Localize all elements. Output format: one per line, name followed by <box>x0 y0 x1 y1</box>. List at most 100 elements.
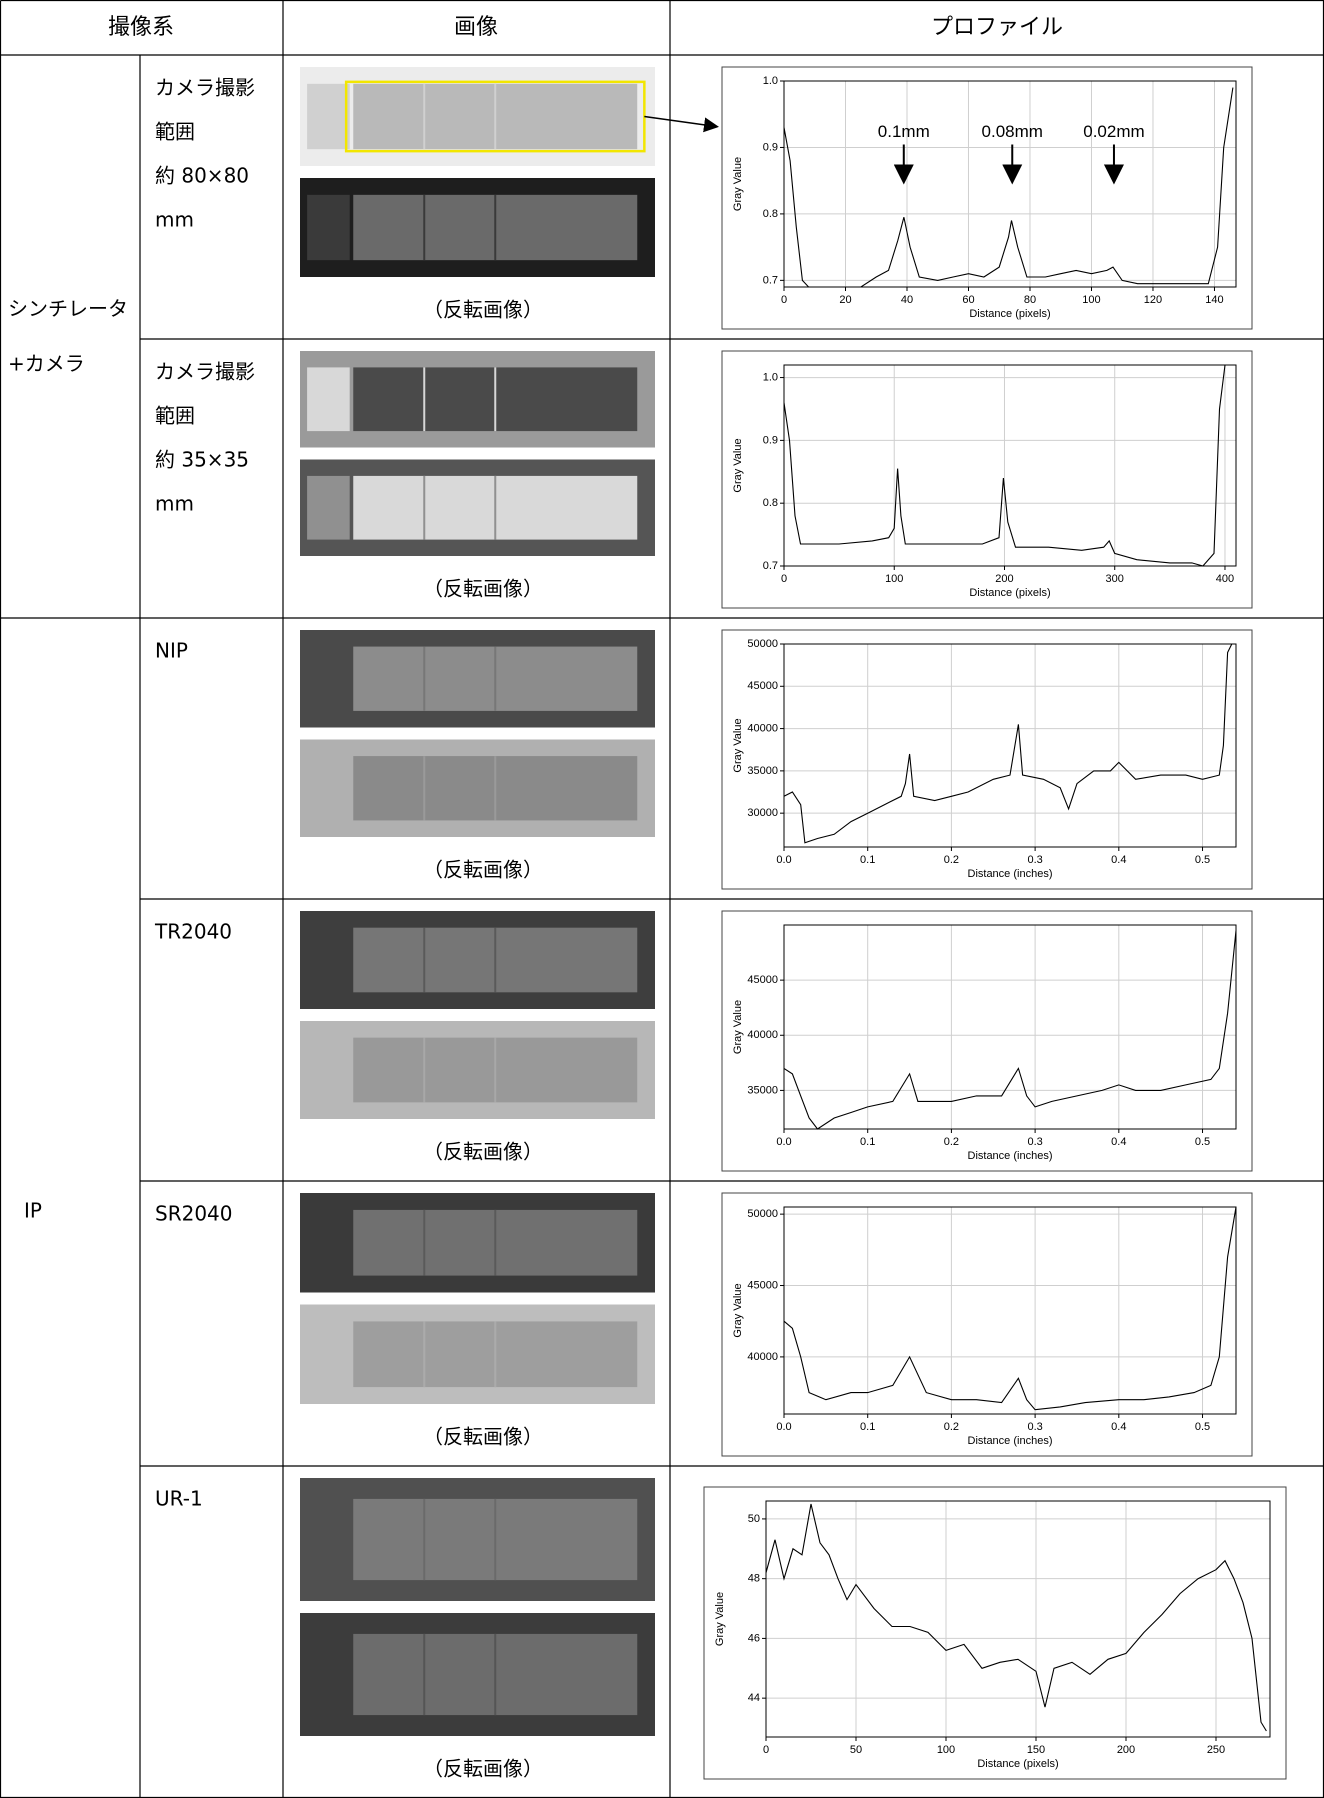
x-axis-label: Distance (inches) <box>968 1150 1053 1162</box>
x-tick-label: 0.4 <box>1111 854 1126 866</box>
x-tick-label: 0 <box>763 1744 769 1756</box>
row-label: UR-1 <box>155 1487 203 1511</box>
x-tick-label: 100 <box>1082 294 1100 306</box>
y-tick-label: 50000 <box>747 638 778 650</box>
y-tick-label: 35000 <box>747 765 778 777</box>
y-tick-label: 46 <box>748 1632 760 1644</box>
y-axis-label: Gray Value <box>714 1592 726 1646</box>
header-cell: 画像 <box>454 15 498 40</box>
profile-line <box>783 1206 1237 1411</box>
y-axis-label: Gray Value <box>732 718 744 772</box>
y-tick-label: 1.0 <box>763 75 778 87</box>
profile-line <box>783 643 1233 844</box>
x-tick-label: 0.3 <box>1027 854 1042 866</box>
x-tick-label: 0 <box>781 294 787 306</box>
x-axis-label: Distance (pixels) <box>969 587 1050 599</box>
row-label: mm <box>155 492 194 516</box>
x-tick-label: 20 <box>839 294 851 306</box>
x-axis-label: Distance (pixels) <box>969 308 1050 320</box>
row-label: TR2040 <box>154 920 232 944</box>
plot-area <box>783 1206 1237 1415</box>
plot-area <box>783 364 1237 567</box>
row-label: mm <box>155 208 194 232</box>
image-end <box>307 367 350 432</box>
y-tick-label: 40000 <box>747 1351 778 1363</box>
image-end <box>307 83 350 150</box>
x-tick-label: 300 <box>1106 573 1124 585</box>
profile-line <box>765 1503 1267 1732</box>
row-label: 範囲 <box>155 404 195 428</box>
x-tick-label: 100 <box>885 573 903 585</box>
chart-frame <box>721 910 1253 1172</box>
x-tick-label: 200 <box>995 573 1013 585</box>
x-tick-label: 200 <box>1117 1744 1135 1756</box>
system-label: シンチレータ <box>8 297 128 321</box>
row-label: SR2040 <box>155 1202 233 1226</box>
image-caption: （反転画像） <box>423 298 543 322</box>
y-tick-label: 48 <box>748 1573 760 1585</box>
y-tick-label: 0.7 <box>763 560 778 572</box>
x-tick-label: 100 <box>937 1744 955 1756</box>
annotation: 0.02mm <box>1083 122 1144 141</box>
x-tick-label: 80 <box>1024 294 1036 306</box>
x-tick-label: 150 <box>1027 1744 1045 1756</box>
x-tick-label: 0.3 <box>1027 1421 1042 1433</box>
image-caption: （反転画像） <box>423 1425 543 1449</box>
row-label: 範囲 <box>155 120 195 144</box>
chart-frame <box>721 66 1253 330</box>
image-caption: （反転画像） <box>423 1757 543 1781</box>
chart-frame <box>721 350 1253 609</box>
plot-area <box>783 924 1237 1130</box>
plot-area <box>783 643 1237 848</box>
system-label: IP <box>24 1199 42 1223</box>
x-tick-label: 0.2 <box>944 1136 959 1148</box>
y-tick-label: 0.9 <box>763 141 778 153</box>
row-label: 約 80×80 <box>155 164 249 188</box>
x-tick-label: 60 <box>962 294 974 306</box>
y-tick-label: 0.8 <box>763 208 778 220</box>
image-end <box>307 475 350 540</box>
x-tick-label: 400 <box>1216 573 1234 585</box>
chart-frame <box>721 629 1253 890</box>
x-tick-label: 0.0 <box>776 1421 791 1433</box>
x-tick-label: 0.4 <box>1111 1136 1126 1148</box>
x-tick-label: 50 <box>850 1744 862 1756</box>
x-tick-label: 0.5 <box>1195 854 1210 866</box>
x-tick-label: 250 <box>1207 1744 1225 1756</box>
y-axis-label: Gray Value <box>732 1000 744 1054</box>
plot-area <box>765 1500 1271 1738</box>
image-caption: （反転画像） <box>423 577 543 601</box>
x-tick-label: 0.1 <box>860 1421 875 1433</box>
annotation: 0.08mm <box>982 122 1043 141</box>
x-axis-label: Distance (inches) <box>968 1435 1053 1447</box>
y-tick-label: 0.9 <box>763 434 778 446</box>
y-tick-label: 40000 <box>747 1029 778 1041</box>
profile-line <box>783 87 1234 288</box>
annotation: 0.1mm <box>878 122 930 141</box>
y-tick-label: 45000 <box>747 680 778 692</box>
y-tick-label: 0.7 <box>763 274 778 286</box>
x-axis-label: Distance (inches) <box>968 868 1053 880</box>
y-tick-label: 1.0 <box>763 371 778 383</box>
plot-area <box>783 80 1237 288</box>
profile-line <box>783 364 1231 567</box>
x-tick-label: 120 <box>1144 294 1162 306</box>
x-tick-label: 0.0 <box>776 1136 791 1148</box>
y-tick-label: 50 <box>748 1513 760 1525</box>
system-label: +カメラ <box>8 352 85 376</box>
y-tick-label: 35000 <box>747 1084 778 1096</box>
x-tick-label: 0.3 <box>1027 1136 1042 1148</box>
header-cell: 撮像系 <box>108 15 174 40</box>
y-tick-label: 40000 <box>747 722 778 734</box>
x-tick-label: 0.1 <box>860 854 875 866</box>
y-tick-label: 0.8 <box>763 497 778 509</box>
x-tick-label: 0.2 <box>944 854 959 866</box>
chart-frame <box>721 1192 1253 1457</box>
y-tick-label: 45000 <box>747 974 778 986</box>
profile-line <box>783 930 1237 1130</box>
x-tick-label: 0.1 <box>860 1136 875 1148</box>
image-caption: （反転画像） <box>423 858 543 882</box>
y-axis-label: Gray Value <box>732 438 744 492</box>
y-axis-label: Gray Value <box>732 157 744 211</box>
